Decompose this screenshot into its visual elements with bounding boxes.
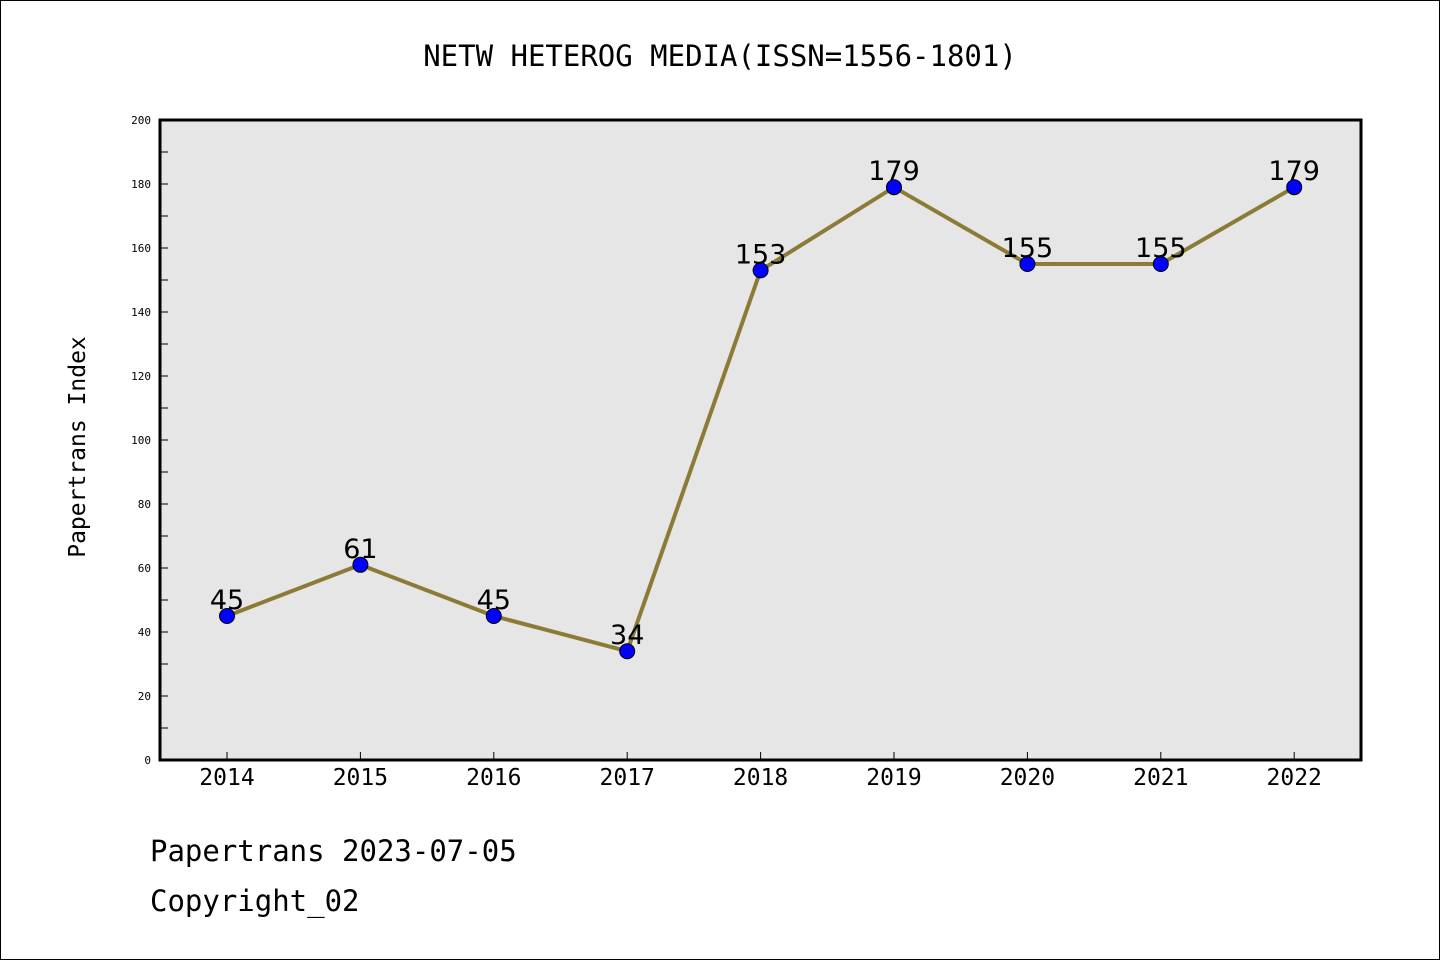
- y-tick-label: 20: [138, 690, 151, 703]
- data-point-marker: [352, 556, 369, 573]
- x-tick-label: 2015: [333, 765, 388, 791]
- y-tick-label: 100: [131, 434, 151, 447]
- data-label: 179: [868, 156, 920, 187]
- data-label: 45: [477, 585, 511, 616]
- data-label: 153: [735, 239, 787, 270]
- data-point-marker: [886, 179, 902, 196]
- data-point-marker: [1286, 179, 1303, 196]
- x-tick-label: 2022: [1267, 765, 1322, 791]
- plot-border: [158, 118, 1363, 762]
- x-tick-label: 2019: [866, 765, 921, 791]
- x-tick-label: 2018: [733, 765, 788, 791]
- data-label: 155: [1135, 233, 1187, 264]
- data-label: 61: [343, 534, 377, 565]
- y-tick-label: 180: [131, 178, 151, 191]
- chart-title: NETW HETEROG MEDIA(ISSN=1556-1801): [423, 39, 1017, 73]
- data-label: 179: [1268, 156, 1320, 187]
- footer-date-text: Papertrans 2023-07-05: [150, 834, 517, 868]
- data-point-marker: [485, 608, 502, 624]
- y-tick-label: 0: [144, 754, 151, 767]
- y-tick-label: 200: [131, 114, 151, 127]
- series-layer: 45 61 45 34 153 179 155 155 179: [210, 156, 1320, 660]
- footer-copyright-text: Copyright_02: [150, 884, 360, 918]
- data-point-marker: [1152, 256, 1169, 272]
- y-tick-label: 120: [131, 370, 151, 383]
- data-point-marker: [752, 262, 769, 279]
- x-axis-ticks: 2014 2015 2016 2017 2018 2019 2020 2021 2022: [199, 752, 1322, 791]
- y-tick-label: 40: [138, 626, 151, 639]
- x-tick-label: 2016: [466, 765, 521, 791]
- data-label: 155: [1002, 233, 1054, 264]
- y-tick-label: 160: [131, 242, 151, 255]
- y-axis-ticks: 0 20 40 60 80 100 120 140 160 180 200: [131, 114, 168, 767]
- y-tick-label: 80: [138, 498, 151, 511]
- plot-area: [160, 120, 1361, 760]
- x-tick-label: 2020: [1000, 765, 1055, 791]
- data-point-marker: [219, 608, 235, 624]
- x-tick-label: 2017: [600, 765, 655, 791]
- y-tick-label: 140: [131, 306, 151, 319]
- data-label: 45: [210, 585, 244, 616]
- data-label: 34: [610, 620, 644, 651]
- data-point-marker: [1019, 256, 1036, 272]
- x-tick-label: 2021: [1133, 765, 1188, 791]
- y-tick-label: 60: [138, 562, 151, 575]
- x-tick-label: 2014: [199, 765, 254, 791]
- data-point-marker: [619, 643, 636, 660]
- y-axis-label: Papertrans Index: [65, 336, 91, 558]
